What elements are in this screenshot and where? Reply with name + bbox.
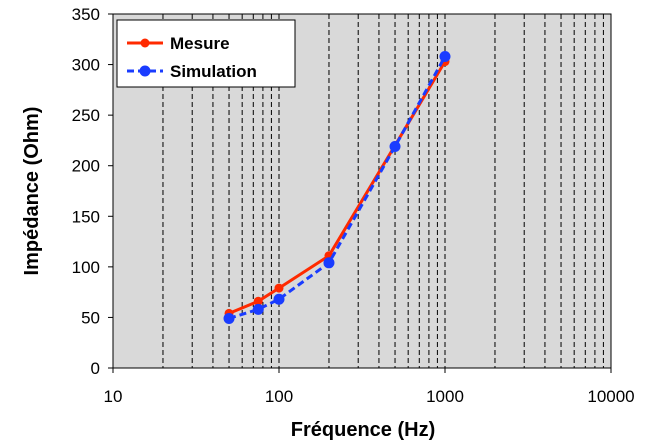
y-tick-label: 100 <box>72 258 100 277</box>
x-tick-labels: 10 100 1000 10000 <box>104 387 635 406</box>
data-point-mesure <box>274 283 284 293</box>
y-tick-label: 50 <box>81 308 100 327</box>
y-axis-title: Impédance (Ohm) <box>21 107 43 276</box>
x-tick-label: 1000 <box>426 387 464 406</box>
data-point-simulation <box>439 50 451 62</box>
x-tick-label: 10000 <box>587 387 634 406</box>
x-tick-label: 100 <box>265 387 293 406</box>
y-tick-label: 150 <box>72 207 100 226</box>
y-tick-label: 300 <box>72 56 100 75</box>
legend-label-simulation: Simulation <box>170 62 257 81</box>
y-tick-label: 250 <box>72 106 100 125</box>
y-tick-label: 0 <box>91 359 100 378</box>
y-tick-label: 200 <box>72 157 100 176</box>
legend: Mesure Simulation <box>116 19 296 88</box>
legend-marker-simulation <box>139 65 151 77</box>
legend-marker-mesure <box>140 38 150 48</box>
y-tick-label: 350 <box>72 5 100 24</box>
data-point-simulation <box>273 293 285 305</box>
data-point-simulation <box>389 140 401 152</box>
data-series <box>223 50 451 324</box>
data-point-simulation <box>223 312 235 324</box>
data-point-simulation <box>323 257 335 269</box>
legend-label-mesure: Mesure <box>170 34 230 53</box>
data-point-mesure <box>253 296 263 306</box>
x-axis-title: Fréquence (Hz) <box>291 419 435 441</box>
x-tick-label: 10 <box>104 387 123 406</box>
data-point-simulation <box>252 303 264 315</box>
axes <box>108 13 612 373</box>
y-tick-labels: 0 50 100 150 200 250 300 350 <box>72 5 100 378</box>
